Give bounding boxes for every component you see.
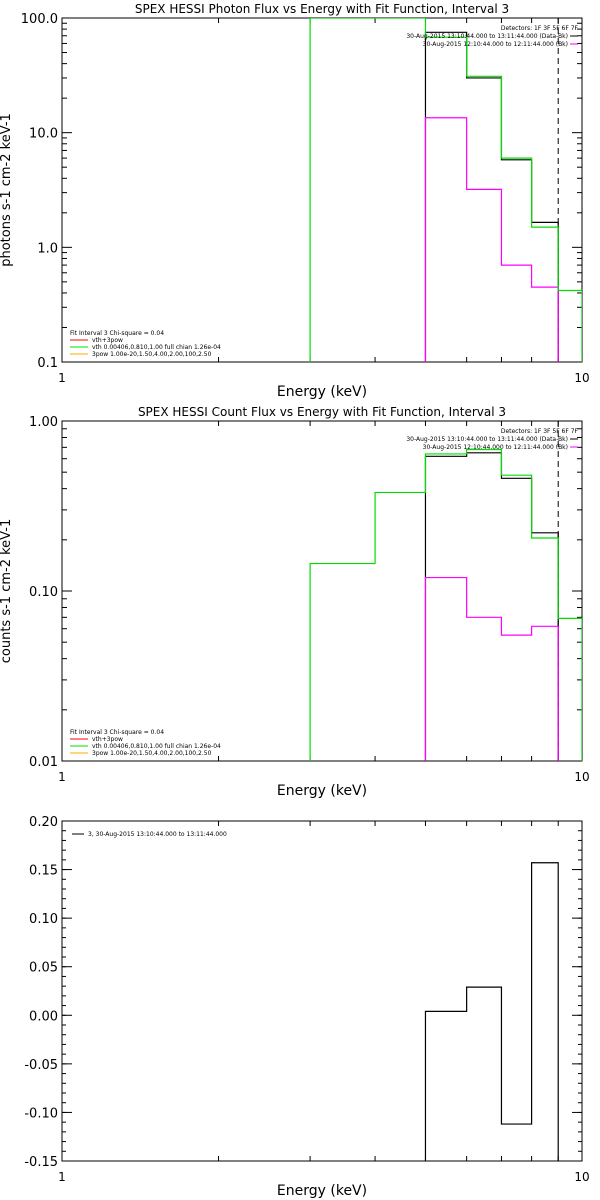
legend-bottom-entry: 3pow 1.00e-20,1.50,4.00,2.00,100,2.50: [92, 750, 212, 757]
x-axis-label: Energy (keV): [277, 783, 367, 799]
series-1-histogram: [424, 31, 559, 362]
y-tick-label: 0.00: [29, 1009, 58, 1024]
y-tick-label: -0.15: [24, 1155, 58, 1170]
y-tick-label: 10.0: [29, 127, 58, 142]
y-tick-label: 0.15: [29, 864, 58, 879]
x-tick-label: 10: [574, 770, 589, 784]
series-2-histogram: [424, 576, 559, 761]
legend-top-entry: Detectors: 1F 3F 5F 6F 7F: [501, 428, 579, 435]
chart-panel-2: [61, 420, 583, 762]
series-2-histogram: [424, 117, 559, 362]
y-tick-label: 0.01: [29, 755, 58, 770]
y-tick-label: 0.1: [37, 356, 58, 371]
y-tick-label: 0.20: [29, 815, 58, 830]
chart-title: SPEX HESSI Photon Flux vs Energy with Fi…: [135, 2, 509, 16]
x-tick-label: 1: [58, 770, 66, 784]
x-axis-label: Energy (keV): [277, 384, 367, 400]
y-tick-label: 0.10: [29, 912, 58, 927]
series-1-histogram: [424, 452, 559, 761]
legend-top-entry: 30-Aug-2015 12:10:44.000 to 12:11:44.000…: [423, 444, 568, 451]
chart-title: SPEX HESSI Count Flux vs Energy with Fit…: [138, 405, 506, 419]
y-tick-label: -0.05: [24, 1058, 58, 1073]
data-layer: [309, 18, 582, 362]
y-axis-label: photons s-1 cm-2 keV-1: [0, 113, 14, 267]
y-tick-label: -0.10: [24, 1106, 58, 1121]
x-tick-label: 10: [574, 1170, 589, 1184]
legend-bottom-entry: vth+3pow: [92, 337, 123, 344]
data-layer: [424, 862, 559, 1161]
legend-bottom-entry: Fit Interval 3 Chi-square = 0.04: [70, 330, 164, 337]
y-tick-label: 100.0: [21, 12, 58, 27]
legend-top-entry: Detectors: 1F 3F 5F 6F 7F: [501, 25, 579, 32]
x-axis-label: Energy (keV): [277, 1183, 367, 1199]
chart-panel-3: [61, 820, 583, 1162]
legend-bottom-entry: vth 0.00406,0.810,1.00 full chian 1.26e-…: [92, 743, 221, 750]
y-tick-label: 0.10: [29, 585, 58, 600]
legend-bottom-entry: Fit Interval 3 Chi-square = 0.04: [70, 729, 164, 736]
series-1-histogram: [424, 862, 559, 1161]
chart-panel-1: [61, 17, 583, 363]
legend-top-entry: 30-Aug-2015 12:10:44.000 to 12:11:44.000…: [423, 41, 568, 48]
series-3-histogram: [309, 18, 582, 362]
legend-inner-entry: 3, 30-Aug-2015 13:10:44.000 to 13:11:44.…: [88, 831, 227, 838]
x-tick-label: 1: [58, 371, 66, 385]
plot-frame: [61, 17, 583, 363]
legend-top-entry: 30-Aug-2015 13:10:44.000 to 13:11:44.000…: [406, 33, 568, 40]
y-tick-label: 1.0: [37, 241, 58, 256]
series-3-histogram: [309, 448, 582, 761]
y-tick-label: 1.00: [29, 415, 58, 430]
plot-frame: [61, 820, 583, 1162]
y-tick-label: 0.05: [29, 961, 58, 976]
legend-top-entry: 30-Aug-2015 13:10:44.000 to 13:11:44.000…: [406, 436, 568, 443]
x-tick-label: 1: [58, 1170, 66, 1184]
x-tick-label: 10: [574, 371, 589, 385]
legend-bottom-entry: 3pow 1.00e-20,1.50,4.00,2.00,100,2.50: [92, 351, 212, 358]
data-layer: [309, 448, 582, 761]
plot-frame: [61, 420, 583, 762]
legend-bottom-entry: vth 0.00406,0.810,1.00 full chian 1.26e-…: [92, 344, 221, 351]
legend-bottom-entry: vth+3pow: [92, 736, 123, 743]
y-axis-label: counts s-1 cm-2 keV-1: [0, 519, 14, 664]
